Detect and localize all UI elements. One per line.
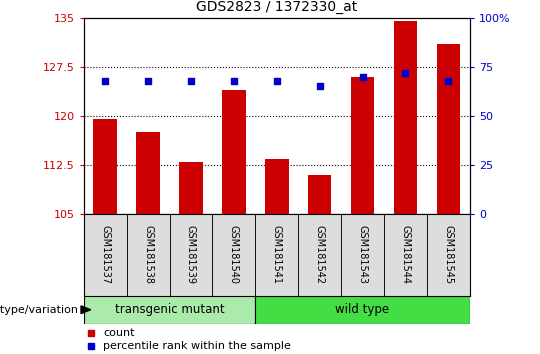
Text: count: count	[103, 328, 134, 338]
Bar	[222, 90, 246, 214]
Text: GSM181543: GSM181543	[357, 225, 368, 284]
Text: GSM181544: GSM181544	[401, 225, 410, 284]
Point	[358, 74, 367, 79]
Bar	[255, 214, 298, 296]
Bar	[84, 296, 255, 324]
Bar	[93, 119, 117, 214]
Bar	[170, 214, 212, 296]
Bar	[436, 44, 460, 214]
Text: wild type: wild type	[335, 303, 390, 316]
Bar	[341, 214, 384, 296]
Bar	[84, 214, 126, 296]
Point	[230, 78, 238, 84]
Bar	[136, 132, 160, 214]
Point	[273, 78, 281, 84]
Bar	[308, 175, 332, 214]
Bar	[298, 214, 341, 296]
Bar	[179, 162, 202, 214]
Point	[187, 78, 195, 84]
Title: GDS2823 / 1372330_at: GDS2823 / 1372330_at	[196, 0, 357, 14]
Bar	[255, 296, 470, 324]
Point	[144, 78, 152, 84]
Point	[101, 78, 110, 84]
Text: genotype/variation: genotype/variation	[0, 305, 78, 315]
Bar	[427, 214, 470, 296]
Bar	[212, 214, 255, 296]
Text: GSM181540: GSM181540	[229, 225, 239, 284]
Text: GSM181541: GSM181541	[272, 225, 282, 284]
Text: GSM181537: GSM181537	[100, 225, 110, 285]
Point	[315, 84, 324, 89]
Point	[401, 70, 410, 75]
Text: GSM181545: GSM181545	[443, 225, 454, 285]
Text: GSM181542: GSM181542	[315, 225, 325, 285]
Bar	[265, 159, 288, 214]
Bar	[351, 76, 374, 214]
Bar	[126, 214, 170, 296]
Text: GSM181538: GSM181538	[143, 225, 153, 284]
Text: GSM181539: GSM181539	[186, 225, 196, 284]
Bar	[394, 21, 417, 214]
Bar	[384, 214, 427, 296]
Point	[444, 78, 453, 84]
Text: transgenic mutant: transgenic mutant	[114, 303, 224, 316]
Text: percentile rank within the sample: percentile rank within the sample	[103, 341, 291, 352]
